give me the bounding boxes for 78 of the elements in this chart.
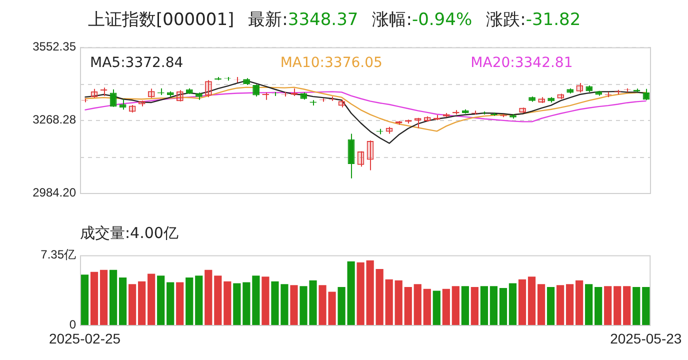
bar [356, 262, 364, 325]
candlestick [366, 140, 374, 171]
bar [632, 287, 640, 325]
bar [186, 278, 194, 325]
bar [499, 288, 508, 325]
bar [537, 284, 546, 325]
bar [166, 282, 174, 325]
bar [128, 284, 136, 325]
y-tick-label: 0 [69, 317, 76, 332]
bar [394, 280, 402, 325]
bar [404, 287, 412, 325]
bar [585, 284, 593, 325]
bar [138, 281, 146, 325]
y-tick-label: 7.35亿 [40, 248, 76, 262]
bar [176, 282, 184, 325]
bar [109, 270, 118, 325]
bar [195, 276, 203, 325]
series-label: MA10:3376.05 [280, 54, 382, 71]
candlestick [348, 133, 355, 179]
bar [118, 278, 127, 325]
bar [233, 283, 241, 325]
bar [204, 270, 212, 325]
y-tick-label: 3268.28 [32, 112, 76, 126]
bar [100, 270, 108, 325]
bar [366, 260, 374, 325]
bar [290, 285, 298, 325]
bar [594, 287, 602, 325]
bar [442, 288, 450, 325]
bar [224, 281, 232, 325]
bar [518, 279, 526, 325]
bar [90, 272, 98, 325]
bar [490, 286, 498, 325]
chart-title: 上证指数[000001] [88, 10, 234, 30]
bar [80, 274, 89, 325]
y-tick-label: 2984.20 [32, 185, 76, 200]
bar [556, 285, 564, 325]
candlestick [148, 88, 155, 98]
bar [214, 276, 222, 325]
bar [528, 276, 536, 325]
bar [347, 261, 355, 325]
bar [461, 286, 469, 325]
bar [338, 287, 346, 325]
bar [480, 286, 488, 325]
bar [470, 287, 478, 325]
bar [148, 274, 156, 325]
bar [546, 287, 555, 325]
candlestick [205, 80, 212, 98]
candlestick [414, 117, 422, 129]
bar [508, 283, 517, 325]
x-tick-label: 2025-02-25 [48, 330, 121, 346]
series-label: MA5:3372.84 [90, 54, 184, 71]
candlestick [357, 150, 364, 168]
candlestick [576, 82, 584, 93]
bar [262, 276, 270, 325]
bar [614, 286, 622, 325]
text: 最新:3348.37 [248, 10, 358, 30]
bar [576, 280, 584, 325]
bar [385, 279, 393, 325]
x-tick-label: 2025-05-23 [610, 330, 682, 346]
bar [414, 284, 422, 325]
chart-title: 成交量:4.00亿 [80, 224, 178, 243]
bar [642, 287, 650, 325]
bar [252, 276, 260, 325]
candlestick [376, 128, 384, 135]
text: MA20:3342.81 [470, 54, 573, 71]
bar [566, 284, 574, 325]
bar [623, 286, 631, 325]
text: 涨幅:-0.94% [372, 10, 472, 30]
bar [432, 290, 440, 325]
bar [452, 286, 460, 325]
bar [157, 276, 165, 325]
bar [242, 282, 250, 325]
y-tick-label: 3552.35 [32, 40, 76, 54]
bar [423, 288, 431, 325]
text: 涨跌:-31.82 [486, 10, 581, 30]
bar [376, 268, 384, 325]
bar [604, 286, 612, 325]
candlestick [110, 88, 117, 108]
